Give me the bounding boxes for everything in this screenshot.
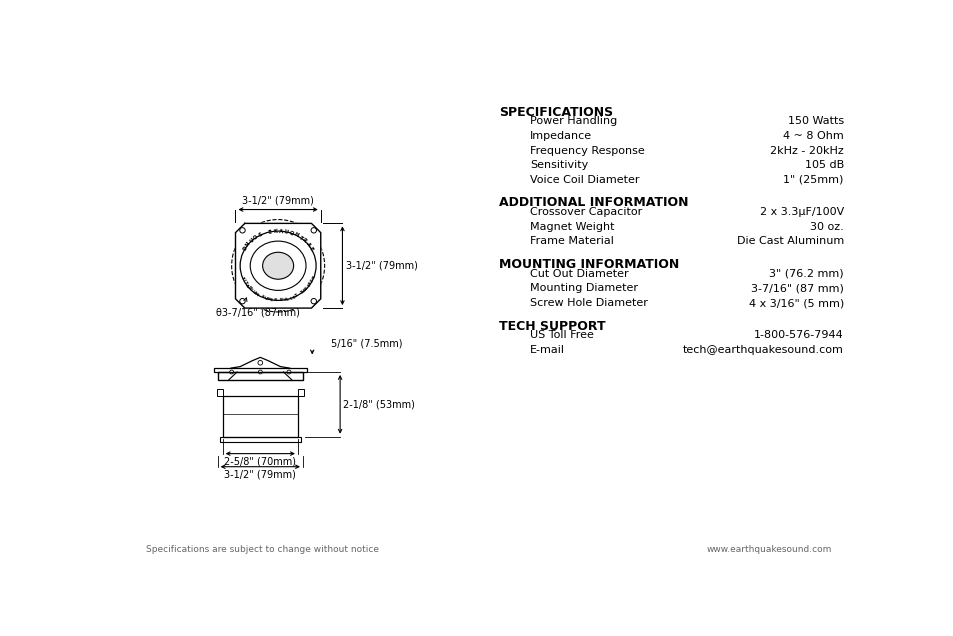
Text: tech@earthquakesound.com: tech@earthquakesound.com (682, 345, 843, 355)
Text: SPECIFICATIONS: SPECIFICATIONS (498, 106, 613, 118)
Text: T: T (243, 281, 248, 286)
Text: R: R (311, 275, 315, 280)
Text: 150 Watts: 150 Watts (787, 116, 843, 127)
Text: Specifications are subject to change without notice: Specifications are subject to change wit… (146, 546, 379, 555)
Text: Impedance: Impedance (530, 131, 592, 141)
Text: 4 ~ 8 Ohm: 4 ~ 8 Ohm (782, 131, 843, 141)
Text: 3-7/16" (87 mm): 3-7/16" (87 mm) (750, 284, 843, 293)
Text: E: E (268, 229, 273, 235)
Text: TECH SUPPORT: TECH SUPPORT (498, 320, 605, 333)
Bar (213, 368, 307, 372)
Text: E: E (292, 294, 296, 300)
Text: T: T (297, 235, 303, 241)
Text: 105 dB: 105 dB (803, 160, 843, 170)
Text: Q: Q (288, 230, 294, 237)
Text: L: L (289, 296, 293, 301)
Text: US Toll Free: US Toll Free (530, 331, 594, 340)
Bar (222, 396, 297, 437)
Text: U: U (282, 298, 287, 302)
Text: S: S (259, 294, 264, 300)
Text: 1" (25mm): 1" (25mm) (782, 175, 843, 185)
Text: 3-1/2" (79mm): 3-1/2" (79mm) (345, 261, 417, 271)
Text: R: R (301, 238, 308, 244)
Text: 2 x 3.3μF/100V: 2 x 3.3μF/100V (759, 207, 843, 218)
Text: E: E (304, 286, 310, 291)
Text: www.earthquakesound.com: www.earthquakesound.com (706, 546, 831, 555)
Text: N: N (246, 286, 252, 291)
Text: S: S (257, 232, 263, 238)
Text: 3-1/2" (79mm): 3-1/2" (79mm) (224, 470, 296, 480)
Text: 4 x 3/16" (5 mm): 4 x 3/16" (5 mm) (748, 298, 843, 308)
Text: 1-800-576-7944: 1-800-576-7944 (753, 331, 843, 340)
Text: 3-1/2" (79mm): 3-1/2" (79mm) (242, 196, 314, 205)
Text: B: B (279, 298, 283, 302)
Bar (219, 437, 301, 442)
Text: Mounting Diameter: Mounting Diameter (530, 284, 638, 293)
Text: Cut Out Diameter: Cut Out Diameter (530, 269, 628, 279)
Text: E: E (307, 283, 312, 288)
Text: U: U (283, 229, 289, 235)
Circle shape (230, 370, 233, 374)
Text: T: T (300, 290, 305, 294)
Text: H: H (293, 232, 298, 238)
Text: 2-5/8" (70mm): 2-5/8" (70mm) (224, 457, 296, 467)
Ellipse shape (262, 252, 294, 279)
Bar (217, 372, 303, 380)
Text: 2-1/8" (53mm): 2-1/8" (53mm) (343, 399, 415, 410)
Circle shape (258, 370, 262, 374)
Text: θ3-7/16" (87mm): θ3-7/16" (87mm) (215, 308, 299, 317)
Circle shape (287, 370, 291, 374)
Text: U: U (263, 296, 267, 301)
Text: T: T (308, 281, 314, 286)
Text: U: U (251, 289, 256, 295)
Text: M: M (253, 291, 259, 297)
Text: R: R (273, 298, 276, 302)
Text: N: N (245, 241, 252, 247)
Text: E: E (270, 298, 273, 302)
Text: T: T (240, 275, 245, 280)
Text: U: U (248, 237, 254, 244)
Text: MOUNTING INFORMATION: MOUNTING INFORMATION (498, 258, 679, 271)
Text: W: W (302, 287, 308, 293)
Text: D: D (242, 245, 248, 252)
Text: A: A (244, 283, 250, 288)
Text: O: O (253, 235, 259, 241)
Text: Screw Hole Diameter: Screw Hole Diameter (530, 298, 647, 308)
Text: Frequency Response: Frequency Response (530, 146, 644, 156)
Text: Sensitivity: Sensitivity (530, 160, 588, 170)
Text: 5/16" (7.5mm): 5/16" (7.5mm) (331, 338, 402, 348)
Bar (216, 389, 222, 396)
Polygon shape (235, 223, 320, 308)
Text: E: E (308, 245, 314, 251)
Text: Die Cast Aluminum: Die Cast Aluminum (736, 237, 843, 247)
Text: Power Handling: Power Handling (530, 116, 617, 127)
Text: A: A (305, 241, 311, 247)
Text: L: L (286, 297, 290, 301)
Text: Magnet Weight: Magnet Weight (530, 222, 614, 232)
Text: 2kHz - 20kHz: 2kHz - 20kHz (769, 146, 843, 156)
Text: Voice Coil Diameter: Voice Coil Diameter (530, 175, 639, 185)
Text: P: P (266, 297, 270, 301)
Text: ADDITIONAL INFORMATION: ADDITIONAL INFORMATION (498, 197, 688, 209)
Text: Frame Material: Frame Material (530, 237, 613, 247)
Text: A: A (278, 228, 283, 234)
Bar (297, 389, 304, 396)
Text: 30 oz.: 30 oz. (809, 222, 843, 232)
Text: 3" (76.2 mm): 3" (76.2 mm) (768, 269, 843, 279)
Text: E: E (310, 278, 314, 282)
Text: E-mail: E-mail (530, 345, 564, 355)
Text: K: K (273, 228, 277, 234)
Text: I: I (241, 279, 246, 282)
Text: Crossover Capacitor: Crossover Capacitor (530, 207, 641, 218)
Text: I: I (249, 288, 253, 292)
Text: T: T (294, 293, 299, 298)
